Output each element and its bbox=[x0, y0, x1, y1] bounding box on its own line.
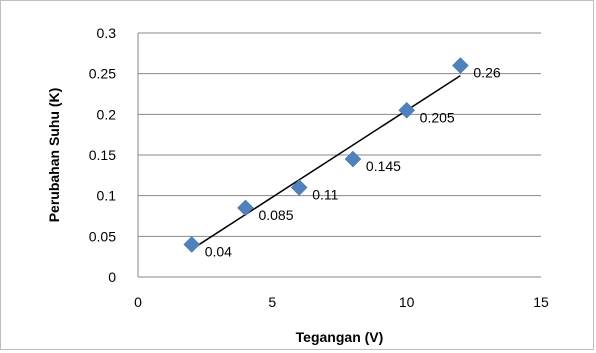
data-label: 0.085 bbox=[258, 207, 293, 223]
x-axis-title: Tegangan (V) bbox=[296, 329, 384, 345]
data-point bbox=[290, 179, 308, 196]
data-label: 0.205 bbox=[420, 109, 455, 125]
trendline bbox=[191, 74, 461, 250]
data-label: 0.26 bbox=[473, 65, 500, 81]
x-tick-label: 15 bbox=[533, 294, 549, 310]
y-axis-title: Perubahan Suhu (K) bbox=[46, 88, 62, 223]
y-tick-label: 0.2 bbox=[97, 106, 117, 122]
y-tick-label: 0 bbox=[108, 269, 116, 285]
data-points bbox=[183, 57, 469, 253]
y-tick-label: 0.3 bbox=[97, 25, 117, 41]
y-tick-label: 0.25 bbox=[89, 66, 116, 82]
gridlines bbox=[138, 32, 541, 237]
data-point bbox=[183, 236, 201, 253]
data-point bbox=[344, 150, 362, 168]
data-point bbox=[452, 57, 469, 74]
x-tick-label: 0 bbox=[134, 294, 142, 310]
data-labels: 0.04 0.085 0.11 0.145 0.205 0.26 bbox=[205, 65, 501, 260]
y-tick-label: 0.1 bbox=[97, 188, 117, 204]
x-tick-label: 10 bbox=[399, 294, 415, 310]
data-point bbox=[398, 101, 416, 119]
axes: 0 0.05 0.1 0.15 0.2 0.25 0.3 0 5 10 15 bbox=[89, 25, 549, 310]
data-label: 0.04 bbox=[205, 243, 232, 259]
trendline-group bbox=[191, 74, 461, 250]
y-tick-label: 0.15 bbox=[89, 147, 116, 163]
data-label: 0.11 bbox=[312, 187, 338, 203]
data-point bbox=[237, 199, 254, 217]
x-tick-label: 5 bbox=[268, 294, 276, 310]
y-tick-label: 0.05 bbox=[89, 228, 116, 244]
data-label: 0.145 bbox=[366, 158, 401, 174]
